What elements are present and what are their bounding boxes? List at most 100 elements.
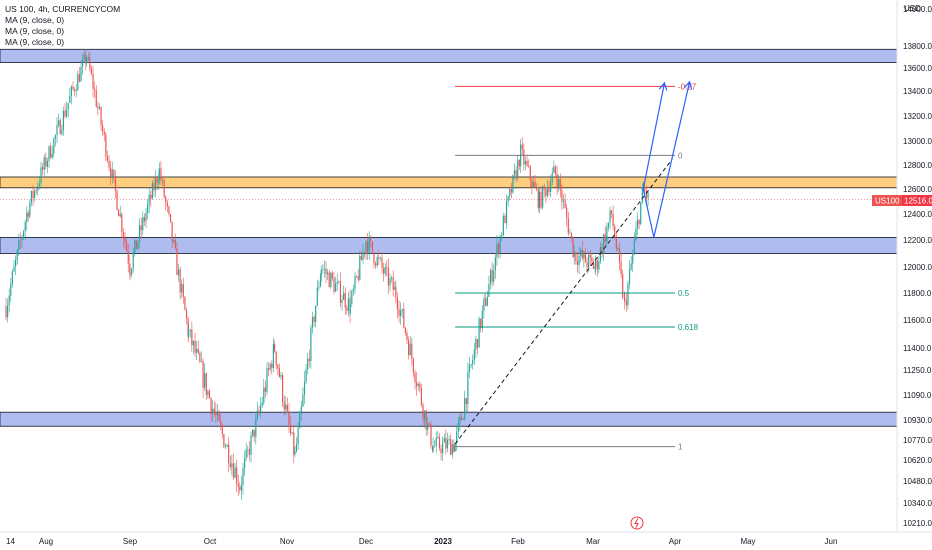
candle-body — [215, 412, 217, 416]
candle-body — [362, 251, 364, 261]
candle-body — [124, 237, 126, 243]
support-resistance-zones — [0, 48, 898, 427]
candle-body — [538, 191, 541, 209]
candle-body — [352, 288, 354, 292]
candle-body — [550, 182, 552, 193]
candle-body — [379, 258, 381, 259]
candle-body — [467, 371, 469, 405]
candle-body — [409, 343, 411, 356]
candle-body — [632, 253, 634, 264]
candle-body — [635, 228, 637, 241]
candle-body — [29, 203, 31, 217]
candle-body — [381, 258, 383, 268]
candle-body — [504, 215, 506, 224]
price-axis[interactable]: USD 14000.0 13800.0 13600.0 13400.0 13200.0 1… — [896, 0, 932, 532]
price-tick-label: 11400.0 — [903, 344, 932, 353]
legend-indicator[interactable]: MA (9, close, 0) — [5, 37, 65, 47]
candle-body — [509, 188, 511, 197]
price-tick-label: 11600.0 — [903, 316, 932, 325]
candle-body — [272, 344, 275, 369]
candle-body — [491, 270, 493, 282]
candle-body — [237, 483, 239, 488]
candle-body — [330, 272, 332, 288]
price-tick-label: 10770.0 — [903, 436, 932, 445]
candle-body — [110, 167, 112, 179]
candle-body — [370, 237, 372, 242]
candle-body — [302, 394, 304, 407]
candle-body — [499, 235, 501, 254]
candle-body — [226, 444, 228, 447]
candle-body — [510, 188, 512, 193]
candle-body — [614, 226, 616, 239]
candle-body — [156, 177, 158, 184]
candle-body — [483, 298, 485, 300]
candle-body — [122, 232, 125, 238]
candle-body — [148, 194, 150, 205]
candle-body — [531, 180, 533, 188]
candle-body — [300, 406, 302, 415]
candle-body — [573, 252, 575, 257]
candle-body — [604, 234, 606, 243]
price-tick-label: 13200.0 — [903, 112, 932, 121]
candle-body — [354, 276, 356, 289]
candle-body — [199, 352, 201, 362]
candle-body — [395, 287, 397, 298]
candle-body — [21, 237, 23, 241]
candle-body — [464, 398, 466, 419]
price-tick-label: 10340.0 — [903, 499, 932, 508]
candle-body — [163, 180, 165, 198]
candle-body — [179, 269, 181, 293]
candle-body — [127, 251, 129, 264]
projection-path — [642, 82, 666, 190]
candle-body — [411, 343, 413, 359]
candle-body — [412, 358, 415, 373]
candle-body — [273, 344, 276, 352]
candle-body — [89, 57, 91, 69]
candle-body — [392, 277, 394, 290]
time-tick-label: Feb — [511, 537, 525, 546]
candle-body — [261, 402, 263, 406]
candle-body — [69, 95, 71, 103]
candle-body — [398, 309, 400, 317]
time-tick-label: Aug — [39, 537, 53, 546]
fib-level-label: 0.5 — [678, 289, 690, 298]
candle-body — [228, 444, 230, 464]
candle-body — [327, 272, 329, 275]
candle-body — [35, 190, 37, 191]
candle-body — [624, 298, 626, 301]
time-tick-label: Dec — [359, 537, 373, 546]
candle-body — [248, 449, 251, 455]
candle-body — [529, 166, 531, 181]
candle-body — [532, 181, 535, 188]
candle-body — [368, 237, 370, 254]
price-tick-label: 12400.0 — [903, 210, 932, 219]
candle-body — [540, 191, 542, 208]
candle-body — [285, 404, 287, 410]
candle-body — [623, 297, 625, 299]
blue-zone — [0, 48, 898, 63]
candle-body — [92, 74, 94, 89]
time-tick-label: 2023 — [434, 537, 452, 546]
legend-indicator[interactable]: MA (9, close, 0) — [5, 15, 65, 25]
candle-body — [289, 425, 292, 434]
candle-body — [478, 318, 480, 348]
candle-body — [389, 278, 391, 286]
candle-body — [494, 257, 496, 271]
current-price-value: 12516.0 — [904, 197, 932, 206]
time-tick-label: 14 — [6, 537, 15, 546]
candle-body — [54, 135, 57, 139]
replay-icon[interactable] — [630, 516, 644, 530]
candle-body — [256, 410, 259, 419]
legend-symbol[interactable]: US 100, 4h, CURRENCYCOM — [5, 4, 121, 14]
candle-body — [456, 431, 458, 444]
legend-indicator[interactable]: MA (9, close, 0) — [5, 26, 65, 36]
candle-body — [231, 463, 233, 468]
candle-body — [85, 54, 87, 64]
candle-body — [74, 88, 76, 92]
candle-body — [19, 240, 21, 241]
time-axis[interactable]: 14 Aug Sep Oct Nov Dec 2023 Feb Mar Apr May Jun — [0, 531, 932, 546]
candle-body — [615, 238, 617, 249]
candle-body — [445, 437, 447, 449]
candle-body — [42, 167, 44, 170]
